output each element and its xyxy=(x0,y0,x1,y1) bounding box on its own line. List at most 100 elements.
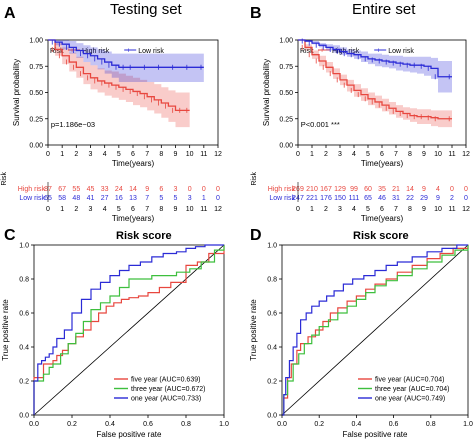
x-tick-label: 2 xyxy=(74,151,78,158)
risk-count: 31 xyxy=(392,195,400,202)
y-tick-label: 1.0 xyxy=(19,243,29,250)
risk-x-tick-label: 1 xyxy=(310,206,314,213)
risk-count: 9 xyxy=(422,186,426,193)
x-tick-label: 0.8 xyxy=(426,421,436,428)
y-tick-label: 0.8 xyxy=(19,277,29,284)
risk-count: 99 xyxy=(350,186,358,193)
risk-count: 150 xyxy=(334,195,346,202)
risk-count: 9 xyxy=(145,186,149,193)
x-tick-label: 3 xyxy=(338,151,342,158)
risk-x-tick-label: 10 xyxy=(186,206,194,213)
diagonal-reference xyxy=(281,244,469,416)
risk-x-tick-label: 4 xyxy=(352,206,356,213)
confidence-band xyxy=(48,40,204,82)
x-tick-label: 0.8 xyxy=(181,421,191,428)
risk-x-tick-label: 2 xyxy=(324,206,328,213)
x-tick-label: 0.0 xyxy=(277,421,287,428)
legend-mark: + xyxy=(70,48,74,55)
risk-x-axis-label: Time(years) xyxy=(112,214,155,223)
risk-count: 210 xyxy=(306,186,318,193)
survival-line xyxy=(298,39,452,120)
x-tick-label: 1 xyxy=(60,151,64,158)
legend-label-five: five year (AUC=0.639) xyxy=(131,377,200,384)
risk-count: 48 xyxy=(72,195,80,202)
risk-count: 129 xyxy=(334,186,346,193)
x-tick-label: 0.6 xyxy=(143,421,153,428)
legend-label-one: one year (AUC=0.749) xyxy=(375,396,445,403)
risk-count: 13 xyxy=(129,195,137,202)
risk-count: 0 xyxy=(450,186,454,193)
legend-label-five: five year (AUC=0.704) xyxy=(375,377,444,384)
risk-x-tick-label: 0 xyxy=(46,206,50,213)
y-axis-label: Survival probability xyxy=(12,59,21,126)
y-tick-label: 0.0 xyxy=(19,413,29,420)
x-tick-label: 3 xyxy=(89,151,93,158)
x-axis-label: Time(years) xyxy=(361,159,404,168)
confidence-band xyxy=(298,40,452,93)
x-tick-label: 12 xyxy=(462,151,470,158)
y-tick-label: 0.25 xyxy=(29,116,43,123)
y-tick-label: 0.00 xyxy=(279,143,293,150)
risk-count: 29 xyxy=(420,195,428,202)
x-tick-label: 8 xyxy=(408,151,412,158)
diagonal-reference xyxy=(33,244,225,416)
panel-letter-d: D xyxy=(250,227,262,244)
roc-panel-d: 0.0 0.2 0.4 0.6 0.8 1.0 0.0 0.2 0.4 0.6 0.8 1.0 Fals… xyxy=(249,243,473,440)
y-tick-label: 0.8 xyxy=(267,277,277,284)
y-tick-label: 0.2 xyxy=(267,379,277,386)
y-axis-label: True positive rate xyxy=(249,299,258,361)
x-tick-label: 10 xyxy=(186,151,194,158)
risk-x-tick-label: 9 xyxy=(174,206,178,213)
risk-count: 3 xyxy=(174,186,178,193)
legend-label: High risk xyxy=(82,48,110,55)
x-tick-label: 9 xyxy=(422,151,426,158)
risk-x-tick-label: 8 xyxy=(159,206,163,213)
risk-count: 21 xyxy=(392,186,400,193)
legend-label-one: one year (AUC=0.733) xyxy=(131,396,201,403)
y-tick-label: 0.00 xyxy=(29,143,43,150)
risk-count: 0 xyxy=(188,186,192,193)
risk-x-tick-label: 0 xyxy=(296,206,300,213)
risk-count: 1 xyxy=(202,195,206,202)
y-tick-label: 0.75 xyxy=(279,64,293,71)
risk-row-label: Low risk xyxy=(269,195,295,202)
x-tick-label: 12 xyxy=(214,151,222,158)
panel-title-c: Risk score xyxy=(116,230,172,242)
risk-x-tick-label: 3 xyxy=(338,206,342,213)
roc-curve-one xyxy=(33,244,224,415)
y-tick-label: 0.4 xyxy=(19,345,29,352)
risk-row-label: High risk xyxy=(18,186,46,193)
risk-count: 0 xyxy=(216,186,220,193)
legend-title: Risk xyxy=(50,48,64,55)
risk-x-tick-label: 10 xyxy=(434,206,442,213)
risk-count: 0 xyxy=(216,195,220,202)
survival-line xyxy=(48,39,204,68)
x-axis-label: False positive rate xyxy=(343,430,408,439)
panel-title-b: Entire set xyxy=(352,1,416,18)
risk-count: 7 xyxy=(145,195,149,202)
x-tick-label: 4 xyxy=(103,151,107,158)
legend-mark: + xyxy=(320,48,324,55)
legend-mark: + xyxy=(126,48,130,55)
panel-title-a: Testing set xyxy=(110,1,183,18)
risk-x-tick-label: 6 xyxy=(131,206,135,213)
risk-count: 46 xyxy=(378,195,386,202)
y-tick-label: 1.00 xyxy=(279,38,293,45)
risk-count: 24 xyxy=(115,186,123,193)
y-tick-label: 1.00 xyxy=(29,38,43,45)
x-tick-label: 0.0 xyxy=(29,421,39,428)
x-tick-label: 1.0 xyxy=(463,421,473,428)
risk-x-tick-label: 11 xyxy=(200,206,207,213)
y-axis-label: True positive rate xyxy=(1,299,10,361)
risk-count: 35 xyxy=(378,186,386,193)
panel-letter-c: C xyxy=(4,227,16,244)
risk-x-tick-label: 1 xyxy=(60,206,64,213)
risk-count: 67 xyxy=(58,186,66,193)
x-tick-label: 0 xyxy=(46,151,50,158)
roc-curve-five xyxy=(33,245,225,415)
risk-count: 45 xyxy=(87,186,95,193)
risk-x-tick-label: 11 xyxy=(448,206,455,213)
risk-table-label: Risk xyxy=(251,172,258,186)
x-tick-label: 8 xyxy=(159,151,163,158)
survival-line xyxy=(48,39,190,111)
